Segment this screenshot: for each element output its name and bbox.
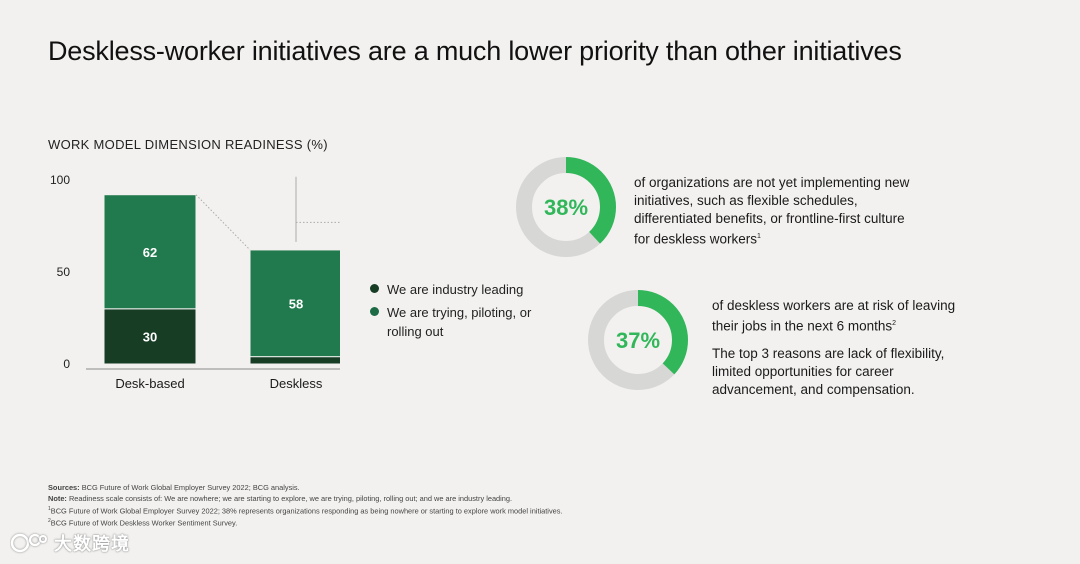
y-tick-label: 50 (57, 265, 71, 279)
legend-item-trying: We are trying, piloting, or rolling out (370, 303, 537, 341)
donut-chart-38: 38% (516, 157, 616, 257)
stat-description-2: of deskless workers are at risk of leavi… (712, 297, 982, 399)
note-text: Readiness scale consists of: We are nowh… (68, 494, 513, 503)
bar-segment (103, 308, 197, 365)
donut-arc (588, 290, 688, 390)
footer-note: Note: Readiness scale consists of: We ar… (48, 493, 563, 504)
data-label: 62 (143, 245, 157, 260)
legend-dot-icon (370, 284, 379, 293)
stat-text: of deskless workers are at risk of leavi… (712, 298, 956, 334)
watermark: 大数跨境 (10, 530, 130, 556)
footnote-mark: 1 (48, 506, 51, 512)
legend-dot-icon (370, 307, 379, 316)
footnote-text: BCG Future of Work Global Employer Surve… (50, 506, 563, 516)
donut-value-label: 37% (616, 328, 660, 353)
chart-legend: We are industry leading We are trying, p… (370, 280, 537, 345)
stat-text: of organizations are not yet implementin… (634, 175, 910, 247)
data-label: 58 (289, 296, 303, 311)
footnote-mark: 1 (757, 233, 761, 240)
footnote-mark: 2 (48, 518, 51, 525)
category-label: Desk-based (115, 376, 184, 391)
donut-arc (516, 157, 616, 257)
footnote-text: BCG Future of Work Deskless Worker Senti… (50, 518, 238, 528)
legend-item-industry-leading: We are industry leading (370, 280, 537, 299)
bar-segment (249, 249, 340, 358)
data-label: 30 (143, 329, 157, 344)
footnote-2: 2BCG Future of Work Deskless Worker Sent… (48, 516, 563, 528)
legend-label: We are trying, piloting, or rolling out (387, 305, 532, 339)
note-label: Note: (48, 494, 67, 503)
logo-icon (10, 533, 47, 553)
stat-extra-text: The top 3 reasons are lack of flexibilit… (712, 345, 945, 397)
donut-value-label: 38% (544, 195, 588, 220)
category-label: Deskless (270, 376, 323, 391)
footer-notes: Sources: BCG Future of Work Global Emplo… (48, 482, 563, 529)
chart-title: WORK MODEL DIMENSION READINESS (%) (48, 137, 328, 152)
footer-sources: Sources: BCG Future of Work Global Emplo… (48, 482, 563, 493)
connector-line (195, 194, 251, 251)
watermark-text: 大数跨境 (54, 534, 130, 554)
donut-chart-37: 37% (588, 290, 688, 390)
y-tick-label: 0 (63, 357, 70, 371)
footnote-1: 1BCG Future of Work Global Employer Surv… (48, 504, 563, 516)
bar-segment (103, 194, 197, 310)
legend-label: We are industry leading (387, 282, 524, 297)
sources-text: BCG Future of Work Global Employer Surve… (81, 483, 300, 492)
bar-segment (249, 356, 340, 365)
page-title: Deskless-worker initiatives are a much l… (48, 36, 902, 66)
footnote-mark: 2 (892, 320, 897, 327)
stat-description-1: of organizations are not yet implementin… (634, 174, 924, 249)
sources-label: Sources: (48, 483, 80, 492)
y-tick-label: 100 (50, 173, 70, 187)
